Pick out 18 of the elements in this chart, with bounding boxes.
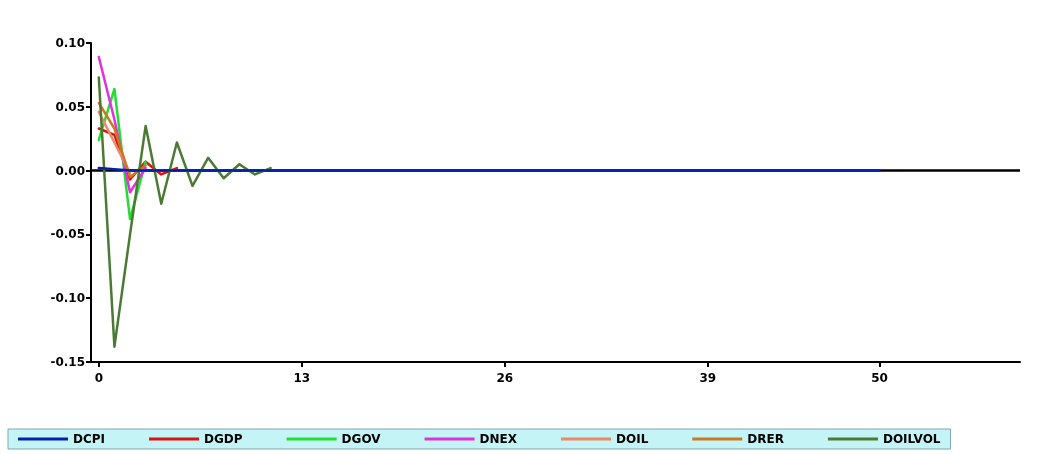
- legend-label: DNEX: [479, 432, 518, 446]
- legend-label: DGOV: [341, 432, 382, 446]
- y-tick-label: 0.00: [55, 163, 85, 178]
- legend-label: DOIL: [616, 432, 649, 446]
- x-tick-label: 13: [293, 371, 311, 385]
- legend-label: DGDP: [204, 432, 243, 446]
- y-tick-label: 0.05: [55, 99, 85, 114]
- y-tick-label: -0.05: [50, 227, 85, 242]
- x-tick-label: 39: [699, 371, 717, 385]
- x-tick-label: 26: [496, 371, 514, 385]
- legend-label: DOILVOL: [882, 432, 941, 446]
- legend-label: DRER: [747, 432, 784, 446]
- x-tick-label: 50: [871, 371, 888, 385]
- y-tick-label: -0.15: [50, 355, 85, 369]
- x-tick-label: 0: [94, 371, 103, 385]
- y-tick-label: 0.10: [55, 36, 85, 50]
- legend-label: DCPI: [73, 432, 106, 446]
- y-tick-label: -0.10: [50, 291, 85, 306]
